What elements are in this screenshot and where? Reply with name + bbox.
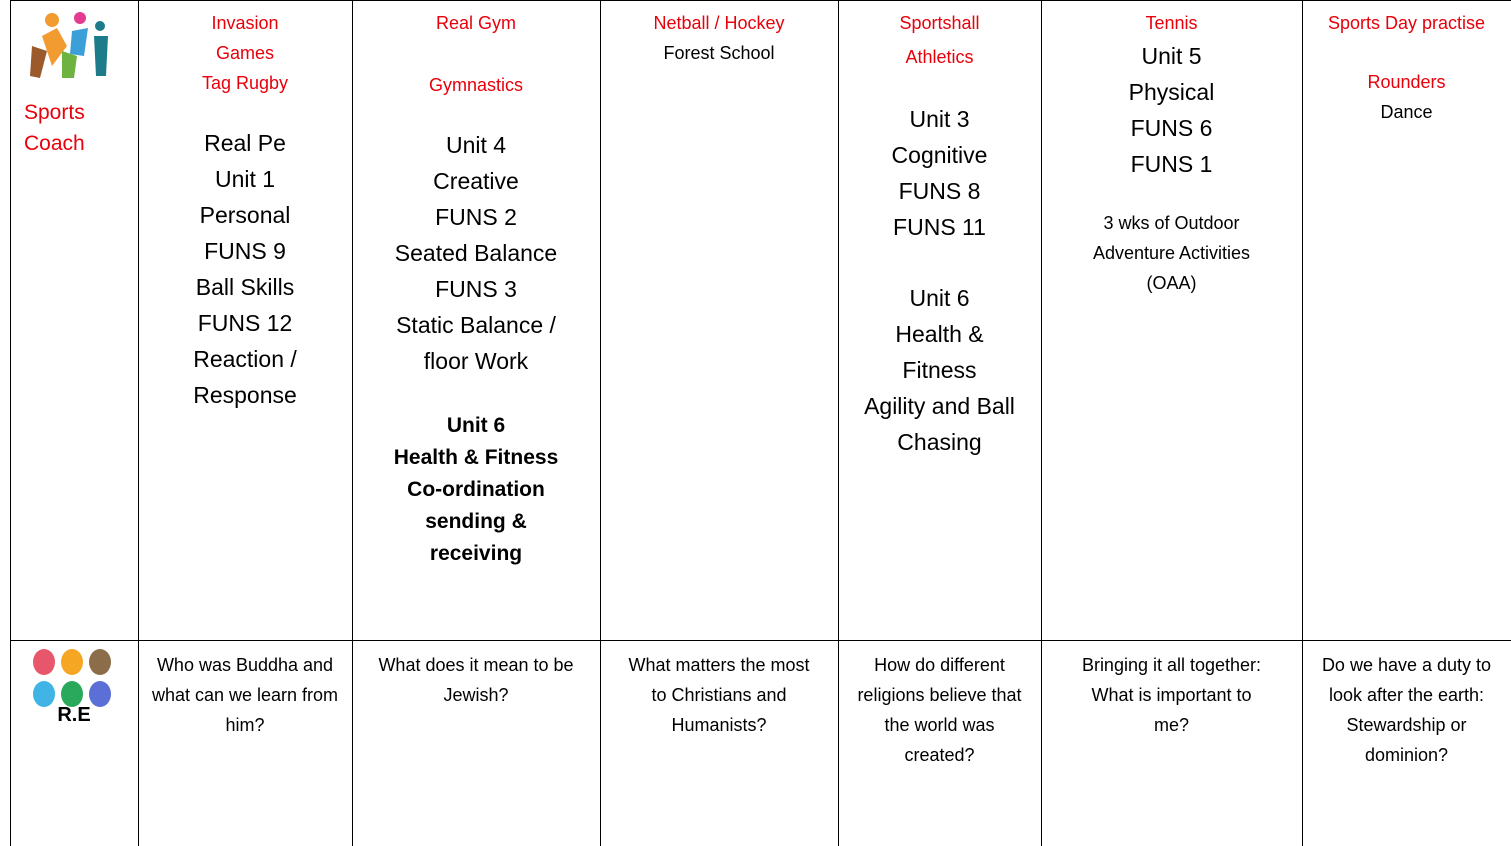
text-line: Sportshall (899, 13, 980, 33)
text-line: Athletics (905, 47, 974, 67)
text-line: Health & Fitness (393, 446, 559, 469)
cell: What matters the most to Christians and … (628, 655, 810, 735)
text-line: Fitness (902, 357, 977, 383)
cell: Real Gym Gymnastics Unit 4 Creative FUNS… (352, 8, 600, 570)
cell: What does it mean to be Jewish? (378, 655, 574, 705)
text-line: Cognitive (891, 142, 988, 168)
text-line: FUNS 2 (435, 204, 517, 230)
border (138, 0, 139, 846)
text-line: Co-ordination (407, 478, 545, 501)
cell: Bringing it all together: What is import… (1081, 655, 1262, 735)
text-line: Real Pe (204, 130, 286, 156)
border (10, 0, 1511, 1)
text-line: Reaction / (193, 346, 297, 372)
text-line: FUNS 6 (1130, 115, 1213, 141)
border (1302, 0, 1303, 846)
text-line: Gymnastics (428, 75, 524, 95)
text-line: FUNS 8 (898, 178, 981, 204)
border (600, 0, 601, 846)
text-line: Dance (1380, 102, 1433, 122)
text-line: Ball Skills (195, 274, 295, 300)
row-header: R.E (57, 704, 91, 726)
text-line: Seated Balance (394, 240, 558, 266)
text-line: (OAA) (1146, 273, 1197, 293)
text-line: FUNS 9 (204, 238, 286, 264)
text-line: Adventure Activities (1092, 243, 1251, 263)
cell: Sportshall Athletics Unit 3 Cognitive FU… (838, 8, 1041, 460)
text-line: 3 wks of Outdoor (1103, 213, 1240, 233)
border (352, 0, 353, 846)
text-line: Chasing (897, 429, 982, 455)
border (838, 0, 839, 846)
text-line: Tag Rugby (201, 73, 289, 93)
cell: Sports Day practise Rounders Dance (1302, 8, 1511, 127)
text-line: FUNS 1 (1130, 151, 1213, 177)
text-line: Real Gym (435, 13, 516, 33)
text-line: Invasion (211, 13, 279, 33)
text-line: FUNS 12 (197, 310, 293, 336)
border (10, 640, 1511, 641)
border (10, 0, 11, 846)
text-line: FUNS 11 (893, 214, 986, 240)
re-icon (33, 649, 111, 707)
text-line: Unit 6 (446, 414, 506, 437)
text-line: Rounders (1367, 72, 1446, 92)
text-line: Health & (895, 321, 984, 347)
row-header: Sports Coach (24, 101, 85, 155)
cell: Tennis Unit 5 Physical FUNS 6 FUNS 1 3 w… (1041, 8, 1302, 298)
text-line: Netball / Hockey (653, 13, 785, 33)
text-line: Tennis (1145, 13, 1198, 33)
cell: Who was Buddha and what can we learn fro… (151, 655, 339, 735)
text-line: Games (215, 43, 275, 63)
text-line: Personal (199, 202, 291, 228)
text-line: Static Balance / (396, 312, 556, 338)
cell: Invasion Games Tag Rugby Real Pe Unit 1 … (138, 8, 352, 413)
text-line: Response (193, 382, 297, 408)
text-line: receiving (429, 542, 523, 565)
sports-icon (30, 12, 108, 78)
border (1041, 0, 1042, 846)
text-line: floor Work (423, 348, 529, 374)
text-line: Unit 4 (445, 132, 507, 158)
cell: How do different religions believe that … (857, 655, 1022, 765)
text-line: FUNS 3 (435, 276, 517, 302)
text-line: sending & (425, 510, 527, 533)
text-line: Physical (1128, 79, 1215, 105)
cell: Netball / Hockey Forest School (600, 8, 838, 68)
text-line: Unit 6 (909, 285, 970, 311)
text-line: Creative (433, 168, 519, 194)
text-line: Agility and Ball (864, 393, 1015, 419)
cell: Do we have a duty to look after the eart… (1321, 655, 1492, 765)
text-line: Unit 3 (909, 106, 970, 132)
text-line: Forest School (663, 43, 775, 63)
text-line: Unit 5 (1141, 43, 1202, 69)
text-line: Unit 1 (214, 166, 276, 192)
text-line: Sports Day practise (1327, 13, 1486, 33)
